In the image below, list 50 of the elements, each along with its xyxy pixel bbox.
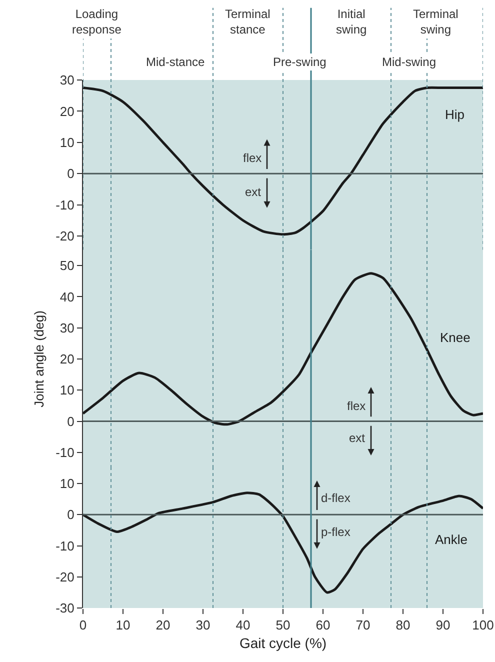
y-tick-label: -10: [56, 197, 74, 212]
x-tick-label: 80: [396, 617, 410, 632]
text: Mid-stance: [146, 55, 206, 69]
annotation: p-flex: [321, 524, 350, 539]
y-tick-label: 10: [60, 476, 74, 491]
annotation: ext: [245, 185, 262, 199]
series-label: Knee: [440, 330, 470, 345]
x-axis-title: Gait cycle (%): [239, 634, 327, 651]
x-tick-label: 50: [276, 617, 290, 632]
line-series: [83, 491, 483, 594]
y-tick-label: 0: [67, 507, 74, 522]
text: Terminal stance: [225, 7, 270, 37]
y-tick-label: -10: [56, 538, 74, 554]
series-label: Hip: [445, 107, 465, 122]
x-tick-label: 0: [79, 617, 87, 632]
annotation: flex: [243, 151, 262, 165]
y-tick-label: 0: [67, 414, 74, 429]
y-tick-label: 20: [60, 104, 74, 119]
text: Terminal swing: [413, 7, 458, 37]
y-tick-label: -30: [56, 600, 74, 616]
x-tick-label: 90: [436, 617, 450, 632]
x-tick-label: 60: [316, 617, 330, 632]
line-series: [83, 86, 483, 236]
y-axis-title: Joint angle (deg): [32, 310, 47, 408]
x-tick-label: 10: [116, 617, 130, 632]
line-series: [83, 272, 483, 426]
y-tick-label: 10: [60, 382, 74, 398]
x-tick-label: 30: [196, 617, 210, 632]
y-tick-label: -10: [56, 444, 74, 460]
y-tick-label: 0: [67, 166, 74, 182]
y-tick-label: 50: [60, 258, 74, 273]
x-tick-label: 70: [356, 617, 370, 632]
x-tick-label: 100: [472, 617, 494, 632]
y-tick-label: 30: [60, 72, 74, 88]
text: Initial swing: [336, 7, 367, 37]
y-tick-label: -20: [56, 569, 74, 584]
y-tick-label: -20: [56, 228, 74, 244]
text: Loading response: [72, 7, 122, 37]
x-tick-label: 20: [156, 617, 170, 632]
y-tick-label: 30: [60, 320, 74, 336]
annotation: ext: [349, 430, 366, 445]
y-tick-label: 10: [60, 134, 74, 150]
annotation: flex: [347, 398, 366, 413]
x-tick-label: 40: [236, 617, 250, 632]
y-tick-label: 20: [60, 351, 74, 366]
y-tick-label: 40: [60, 289, 74, 304]
annotation: d-flex: [321, 490, 350, 505]
text: Mid-swing: [382, 55, 436, 69]
text: Pre-swing: [273, 55, 326, 69]
text: Ankle: [435, 532, 468, 547]
